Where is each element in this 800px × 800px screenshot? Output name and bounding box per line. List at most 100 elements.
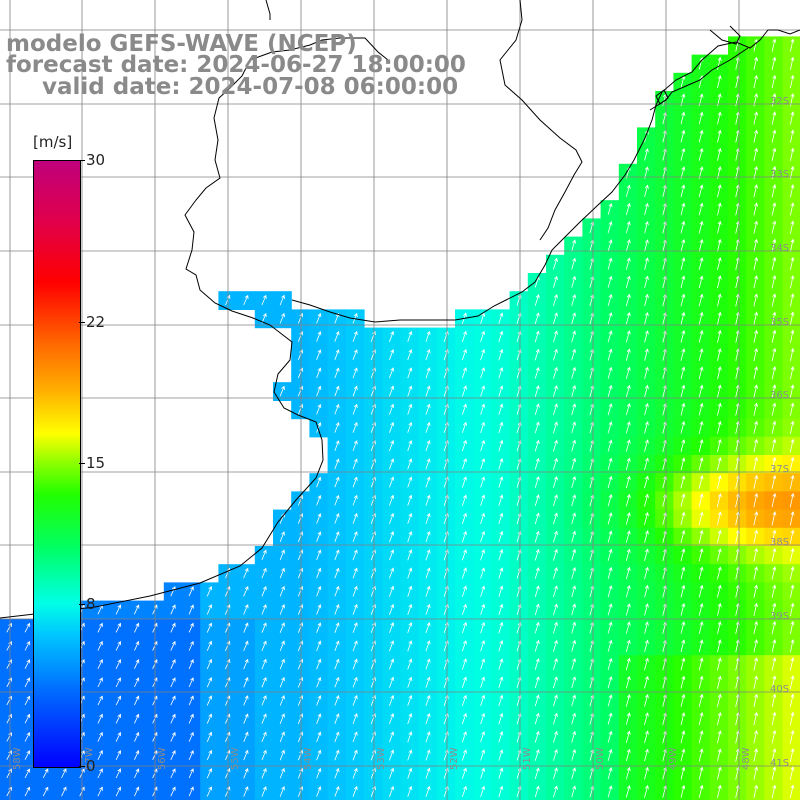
wind-arrow bbox=[789, 566, 795, 580]
wind-arrow bbox=[680, 420, 686, 434]
wind-arrow bbox=[188, 713, 194, 724]
wind-arrow bbox=[625, 330, 631, 343]
wind-arrow bbox=[498, 785, 504, 798]
wind-arrow bbox=[534, 476, 540, 488]
wind-arrow bbox=[553, 730, 558, 743]
wind-arrow bbox=[789, 547, 795, 562]
wind-arrow bbox=[170, 786, 176, 797]
wind-arrow bbox=[753, 639, 758, 653]
wind-arrow bbox=[352, 512, 358, 524]
wind-arrow bbox=[625, 221, 631, 234]
wind-arrow bbox=[316, 385, 322, 397]
wind-arrow bbox=[279, 567, 285, 579]
field-cell bbox=[18, 728, 37, 747]
wind-arrow bbox=[753, 620, 758, 635]
wind-arrow bbox=[534, 603, 540, 616]
wind-arrow bbox=[334, 786, 340, 797]
wind-arrow bbox=[790, 129, 795, 143]
wind-arrow bbox=[571, 439, 577, 452]
wind-arrow bbox=[297, 658, 304, 670]
wind-arrow bbox=[134, 640, 140, 651]
wind-arrow bbox=[24, 731, 31, 742]
wind-arrow bbox=[498, 439, 504, 452]
wind-arrow bbox=[553, 694, 558, 707]
wind-arrow bbox=[717, 293, 722, 307]
wind-arrow bbox=[753, 438, 759, 453]
wind-arrow bbox=[316, 585, 322, 597]
wind-arrow bbox=[297, 622, 304, 633]
wind-arrow bbox=[261, 640, 267, 652]
wind-arrow bbox=[261, 713, 267, 724]
wind-arrow bbox=[279, 676, 285, 688]
colorbar bbox=[33, 160, 81, 768]
wind-arrow bbox=[644, 712, 649, 725]
wind-arrow bbox=[717, 766, 722, 780]
wind-arrow bbox=[680, 220, 686, 234]
wind-arrow bbox=[680, 293, 686, 307]
wind-arrow bbox=[480, 567, 486, 579]
wind-arrow bbox=[644, 639, 649, 652]
wind-arrow bbox=[571, 494, 577, 507]
wind-arrow bbox=[571, 312, 577, 325]
wind-arrow bbox=[698, 366, 704, 380]
wind-arrow bbox=[279, 695, 285, 706]
wind-arrow bbox=[480, 385, 486, 397]
wind-arrow bbox=[498, 530, 504, 543]
wind-arrow bbox=[716, 493, 722, 508]
wind-arrow bbox=[680, 675, 686, 689]
lagos-path bbox=[709, 25, 741, 45]
field-cell bbox=[109, 673, 128, 693]
wind-arrow bbox=[297, 640, 304, 652]
field-cell bbox=[109, 764, 128, 784]
wind-arrow bbox=[6, 768, 12, 779]
wind-arrow bbox=[243, 713, 249, 724]
wind-arrow bbox=[498, 330, 504, 343]
wind-arrow bbox=[680, 384, 686, 398]
wind-arrow bbox=[115, 713, 121, 724]
wind-arrow bbox=[571, 403, 577, 416]
wind-arrow bbox=[571, 457, 577, 470]
wind-arrow bbox=[571, 366, 577, 379]
wind-arrow bbox=[625, 657, 631, 671]
wind-arrow bbox=[534, 512, 540, 525]
wind-arrow bbox=[480, 749, 486, 761]
wind-arrow bbox=[6, 622, 12, 633]
wind-arrow bbox=[425, 403, 431, 415]
wind-arrow bbox=[698, 766, 704, 780]
field-cell bbox=[91, 655, 110, 674]
wind-arrow bbox=[771, 529, 777, 544]
wind-arrow bbox=[134, 677, 140, 688]
wind-arrow bbox=[644, 730, 649, 744]
wind-arrow bbox=[553, 457, 558, 470]
wind-arrow bbox=[461, 549, 467, 561]
wind-arrow bbox=[297, 767, 304, 779]
wind-arrow bbox=[425, 476, 431, 488]
wind-arrow bbox=[753, 511, 759, 526]
wind-arrow bbox=[698, 602, 704, 616]
wind-arrow bbox=[571, 639, 577, 652]
wind-arrow bbox=[553, 494, 558, 507]
colorbar-tick-label: 8 bbox=[86, 595, 96, 614]
wind-arrow bbox=[480, 603, 486, 616]
wind-arrow bbox=[680, 111, 686, 125]
wind-arrow bbox=[553, 621, 558, 634]
wind-arrow bbox=[134, 622, 140, 633]
longitude-label: 51W bbox=[522, 747, 533, 770]
wind-arrow bbox=[316, 422, 322, 433]
wind-arrow bbox=[790, 584, 795, 598]
field-cell bbox=[109, 691, 128, 711]
wind-arrow bbox=[625, 403, 631, 416]
wind-arrow bbox=[352, 767, 358, 779]
wind-arrow bbox=[498, 367, 504, 379]
wind-arrow bbox=[352, 494, 358, 506]
wind-arrow bbox=[425, 567, 431, 579]
wind-arrow bbox=[625, 202, 631, 216]
wind-arrow bbox=[753, 730, 759, 744]
wind-arrow bbox=[352, 330, 358, 342]
wind-arrow bbox=[680, 548, 686, 562]
wind-arrow bbox=[297, 367, 304, 379]
wind-arrow bbox=[625, 439, 631, 452]
wind-arrow bbox=[498, 385, 504, 397]
wind-arrow bbox=[534, 385, 540, 397]
wind-arrow bbox=[316, 494, 322, 506]
